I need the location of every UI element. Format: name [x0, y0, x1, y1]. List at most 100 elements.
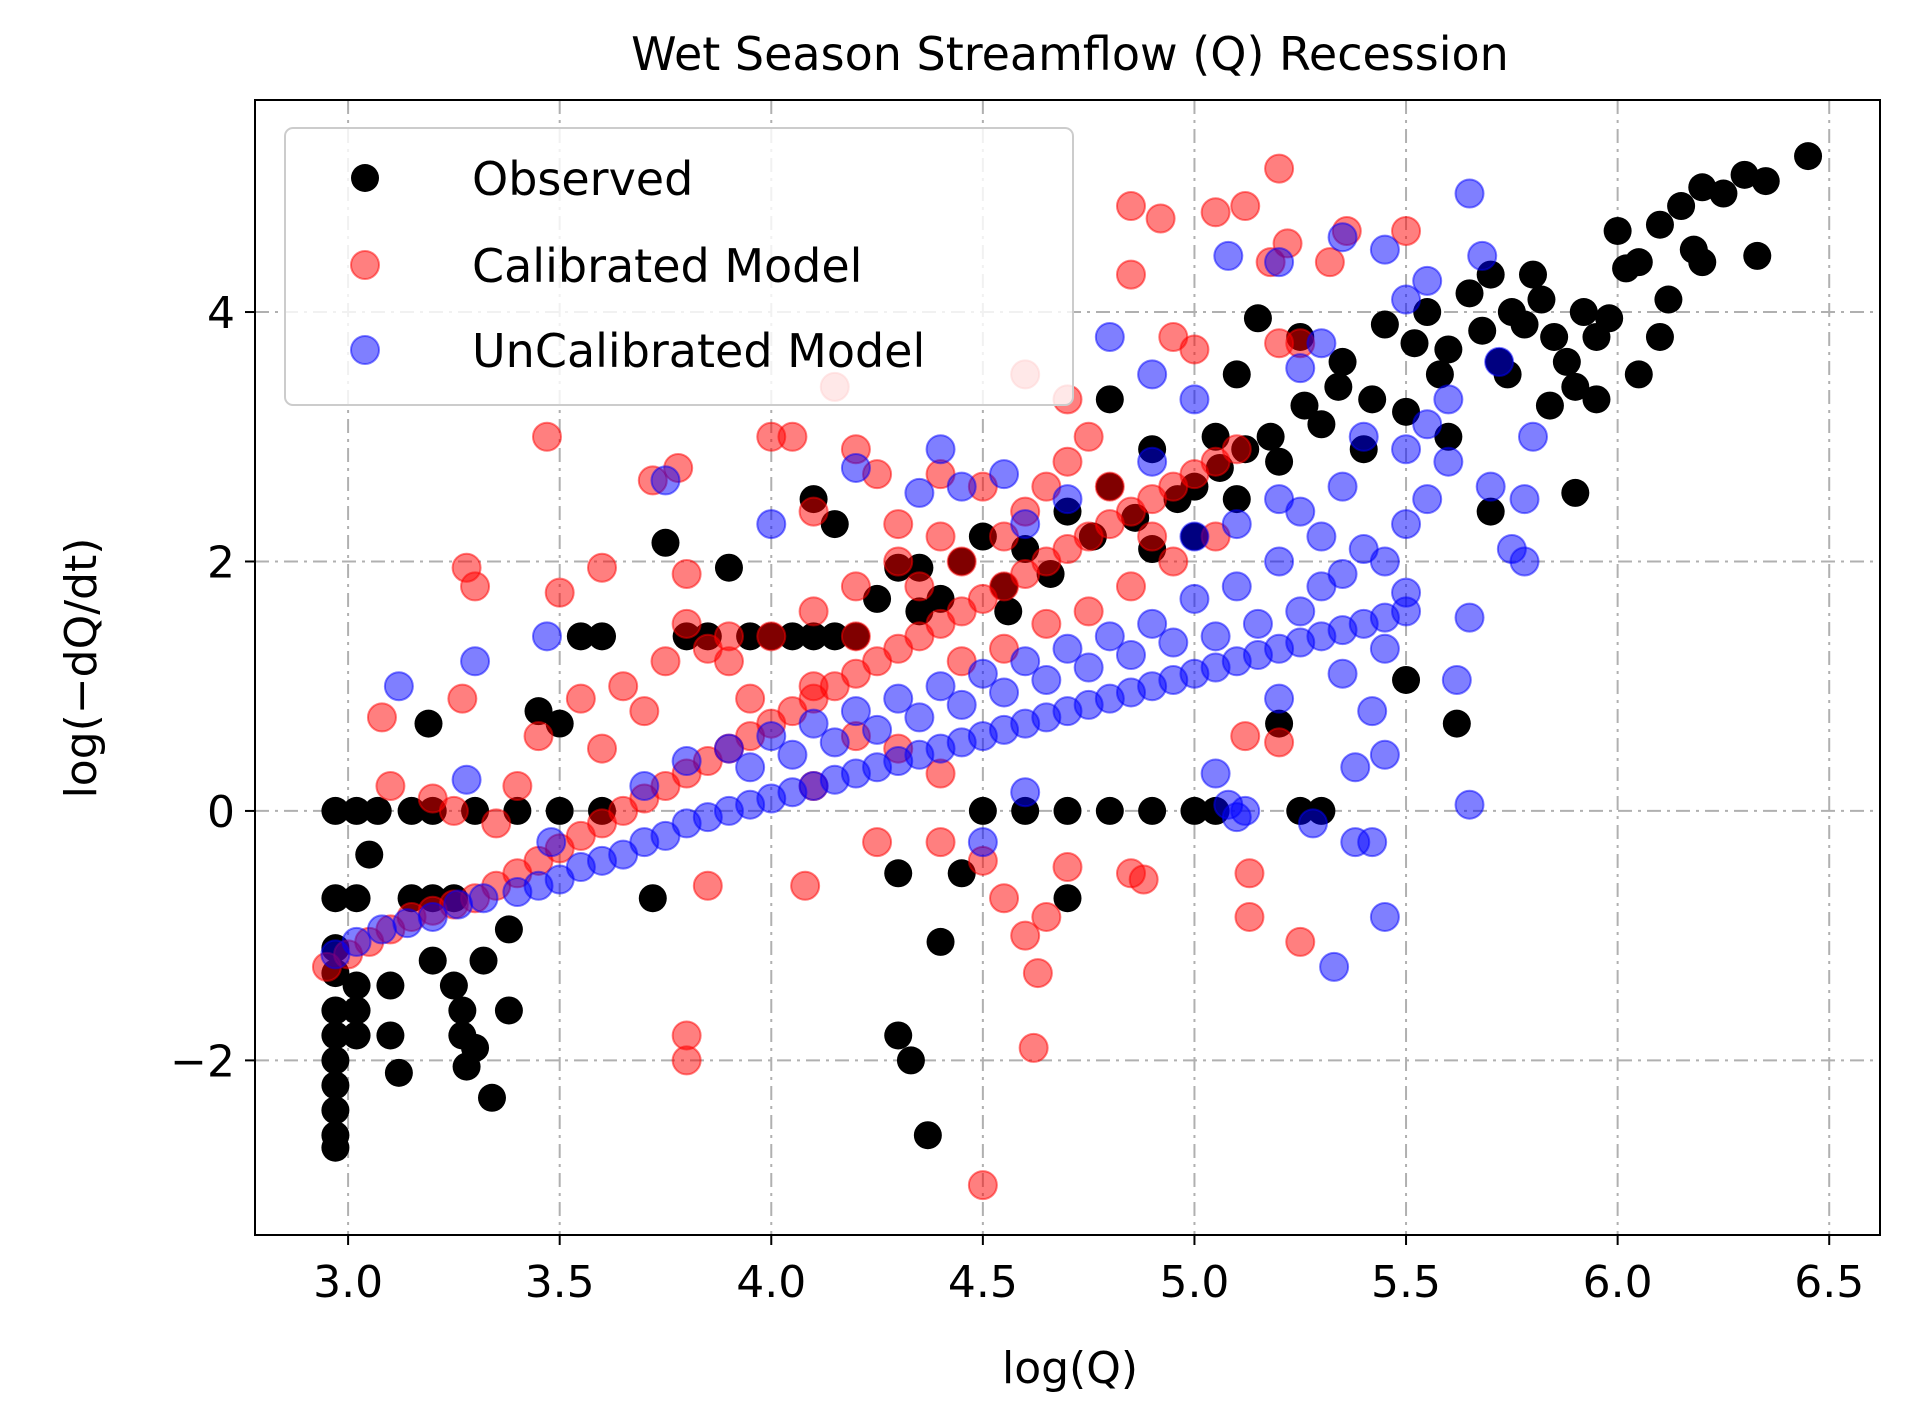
uncalibrated-model-point	[1031, 664, 1062, 695]
y-axis-ticks: −2 0 2 4	[170, 288, 255, 1087]
calibrated-model-point	[1200, 197, 1231, 228]
uncalibrated-model-point	[1306, 521, 1337, 552]
x-tick-label: 5.0	[1159, 1257, 1229, 1308]
legend-label-uncalibrated: UnCalibrated Model	[472, 324, 925, 378]
uncalibrated-model-point	[1179, 521, 1210, 552]
observed-point	[1709, 179, 1738, 208]
x-axis-ticks: 3.0 3.5 4.0 4.5 5.0 5.5 6.0 6.5	[313, 1235, 1864, 1308]
observed-point	[342, 796, 371, 825]
observed-point	[321, 884, 350, 913]
observed-point	[1095, 385, 1124, 414]
observed-point	[1527, 285, 1556, 314]
calibrated-model-point	[460, 571, 491, 602]
calibrated-model-point	[375, 770, 406, 801]
calibrated-model-point	[1052, 852, 1083, 883]
uncalibrated-model-point	[451, 764, 482, 795]
calibrated-model-point	[1073, 596, 1104, 627]
observed-point	[494, 996, 523, 1025]
uncalibrated-model-point	[1517, 421, 1548, 452]
calibrated-model-point	[925, 827, 956, 858]
calibrated-model-point	[1264, 153, 1295, 184]
calibrated-model-point	[608, 671, 639, 702]
observed-point	[1307, 410, 1336, 439]
uncalibrated-model-point	[1115, 640, 1146, 671]
observed-point	[1468, 316, 1497, 345]
observed-point	[1582, 385, 1611, 414]
calibrated-model-point	[523, 721, 554, 752]
calibrated-model-point	[671, 1045, 702, 1076]
x-tick-label: 5.5	[1371, 1257, 1441, 1308]
observed-point	[321, 796, 350, 825]
observed-point	[1265, 447, 1294, 476]
observed-point	[884, 859, 913, 888]
calibrated-model-point	[1018, 1032, 1049, 1063]
calibrated-model-point	[1022, 958, 1053, 989]
calibrated-model-point	[1230, 191, 1261, 222]
calibrated-model-point	[1073, 421, 1104, 452]
uncalibrated-model-point	[1010, 509, 1041, 540]
uncalibrated-model-point	[1319, 951, 1350, 982]
observed-point	[1595, 304, 1624, 333]
uncalibrated-model-point	[1213, 240, 1244, 271]
observed-point	[588, 622, 617, 651]
observed-point	[1645, 322, 1674, 351]
observed-point	[736, 622, 765, 651]
x-tick-label: 3.0	[313, 1257, 383, 1308]
y-tick-label: 2	[207, 537, 235, 588]
observed-point	[1794, 142, 1823, 171]
legend-label-calibrated: Calibrated Model	[472, 239, 862, 293]
calibrated-model-point	[671, 1020, 702, 1051]
observed-point	[1561, 372, 1590, 401]
uncalibrated-model-point	[713, 733, 744, 764]
observed-point	[1688, 173, 1717, 202]
calibrated-model-point	[417, 783, 448, 814]
uncalibrated-model-point	[629, 770, 660, 801]
uncalibrated-model-point	[383, 671, 414, 702]
uncalibrated-model-point	[1509, 546, 1540, 577]
x-tick-label: 4.5	[948, 1257, 1018, 1308]
observed-point	[1603, 216, 1632, 245]
calibrated-model-point	[790, 870, 821, 901]
uncalibrated-model-point	[1454, 602, 1485, 633]
observed-point	[342, 1021, 371, 1050]
observed-point	[1413, 298, 1442, 327]
calibrated-model-point	[989, 883, 1020, 914]
observed-point	[1392, 665, 1421, 694]
observed-point	[477, 1083, 506, 1112]
observed-point	[820, 622, 849, 651]
uncalibrated-model-point	[1391, 284, 1422, 315]
calibrated-model-point	[840, 621, 871, 652]
observed-point	[1358, 385, 1387, 414]
uncalibrated-model-point	[671, 746, 702, 777]
uncalibrated-model-point	[536, 827, 567, 858]
uncalibrated-model-point	[468, 883, 499, 914]
calibrated-model-point	[1264, 727, 1295, 758]
calibrated-model-point	[587, 552, 618, 583]
uncalibrated-model-point	[967, 827, 998, 858]
observed-point	[1290, 391, 1319, 420]
data-points	[311, 142, 1823, 1201]
observed-point	[896, 1046, 925, 1075]
y-axis-label: log(−dQ/dt)	[56, 538, 107, 799]
legend-box	[284, 127, 1074, 406]
uncalibrated-model-point	[1391, 434, 1422, 465]
calibrated-model-point	[1031, 608, 1062, 639]
observed-point	[461, 796, 490, 825]
uncalibrated-model-point	[989, 459, 1020, 490]
calibrated-model-point	[1264, 328, 1295, 359]
uncalibrated-model-point	[1221, 802, 1252, 833]
observed-point	[1540, 322, 1569, 351]
uncalibrated-model-point	[904, 702, 935, 733]
observed-point	[503, 796, 532, 825]
observed-point	[448, 996, 477, 1025]
observed-point	[947, 859, 976, 888]
observed-point	[1011, 535, 1040, 564]
uncalibrated-model-point	[1412, 484, 1443, 515]
observed-point	[321, 1046, 350, 1075]
uncalibrated-model-point	[1137, 446, 1168, 477]
uncalibrated-model-point	[1369, 546, 1400, 577]
observed-point	[1751, 167, 1780, 196]
x-tick-label: 4.0	[736, 1257, 806, 1308]
uncalibrated-model-point	[840, 452, 871, 483]
calibrated-model-point	[798, 671, 829, 702]
